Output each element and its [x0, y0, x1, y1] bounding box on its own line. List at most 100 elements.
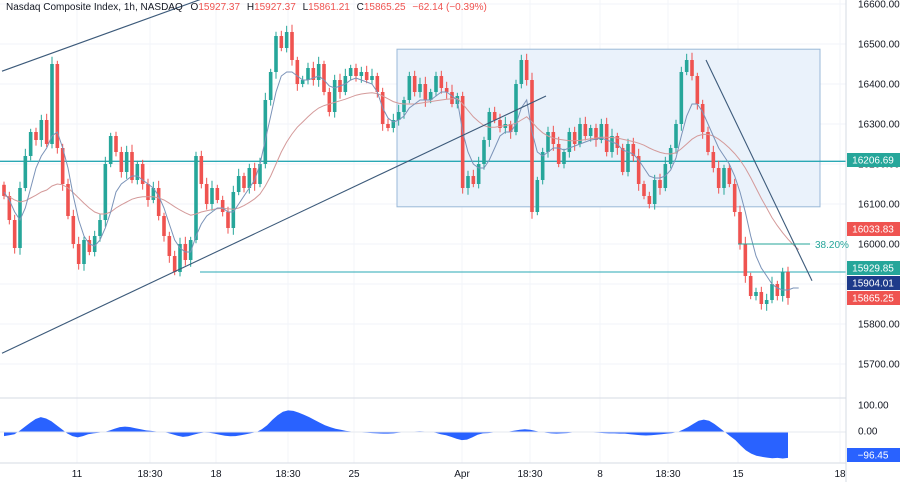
candle-body[interactable] [535, 180, 540, 212]
candle-body[interactable] [594, 128, 598, 140]
candle-body[interactable] [60, 148, 65, 184]
candle-body[interactable] [615, 136, 620, 148]
candle-body[interactable] [12, 220, 17, 248]
candle-body[interactable] [652, 180, 657, 204]
candle-body[interactable] [428, 92, 433, 100]
candle-body[interactable] [482, 140, 486, 164]
candle-body[interactable] [530, 80, 534, 212]
oscillator-pane[interactable]: 100.00 0.00 −96.45 [0, 401, 900, 463]
candle-body[interactable] [492, 112, 497, 120]
candle-body[interactable] [7, 196, 12, 220]
candle-body[interactable] [274, 36, 278, 72]
candle-body[interactable] [620, 148, 625, 172]
candle-body[interactable] [140, 164, 145, 184]
candle-body[interactable] [167, 236, 172, 256]
candle-body[interactable] [55, 64, 60, 148]
candle-body[interactable] [306, 68, 310, 80]
candle-body[interactable] [114, 136, 118, 152]
candle-body[interactable] [98, 220, 102, 236]
candle-body[interactable] [156, 188, 161, 216]
candle-body[interactable] [311, 68, 316, 80]
candle-body[interactable] [690, 60, 694, 76]
candle-body[interactable] [386, 124, 390, 128]
candle-body[interactable] [780, 272, 785, 296]
trendline[interactable] [1, 95, 547, 354]
candle-body[interactable] [578, 124, 582, 144]
candle-body[interactable] [450, 92, 454, 104]
candle-body[interactable] [135, 164, 140, 180]
candle-body[interactable] [695, 76, 700, 104]
candle-body[interactable] [268, 72, 273, 100]
candle-body[interactable] [610, 136, 614, 152]
candle-body[interactable] [524, 60, 529, 80]
candle-body[interactable] [375, 76, 380, 92]
candle-body[interactable] [642, 184, 646, 196]
candle-body[interactable] [583, 124, 588, 136]
candle-body[interactable] [332, 80, 337, 112]
candle-body[interactable] [546, 132, 550, 152]
candle-body[interactable] [748, 276, 753, 296]
candle-body[interactable] [23, 156, 28, 188]
candle-body[interactable] [370, 76, 374, 80]
candle-body[interactable] [508, 124, 513, 132]
candle-body[interactable] [247, 168, 252, 188]
candle-body[interactable] [647, 196, 652, 204]
candle-body[interactable] [423, 84, 428, 100]
candle-body[interactable] [738, 212, 742, 244]
trendline[interactable] [1, 0, 210, 72]
candle-body[interactable] [674, 124, 678, 148]
candle-body[interactable] [498, 120, 502, 128]
candle-body[interactable] [626, 144, 630, 172]
candle-body[interactable] [631, 144, 636, 156]
candle-body[interactable] [284, 32, 289, 48]
candle-body[interactable] [172, 256, 177, 272]
candle-body[interactable] [263, 100, 268, 164]
candle-body[interactable] [684, 60, 689, 72]
candle-body[interactable] [66, 184, 70, 216]
candle-body[interactable] [18, 188, 22, 248]
candle-body[interactable] [162, 216, 166, 236]
candle-body[interactable] [231, 192, 236, 228]
candle-body[interactable] [716, 168, 721, 188]
candle-body[interactable] [124, 152, 129, 172]
candle-body[interactable] [279, 36, 284, 48]
candle-body[interactable] [775, 284, 780, 296]
candle-body[interactable] [82, 240, 86, 264]
candle-body[interactable] [460, 96, 465, 188]
candle-body[interactable] [754, 292, 758, 296]
candle-body[interactable] [770, 284, 774, 300]
candle-body[interactable] [76, 244, 81, 264]
candle-body[interactable] [476, 164, 481, 184]
candle-body[interactable] [2, 184, 6, 196]
candle-body[interactable] [711, 152, 716, 168]
candle-body[interactable] [668, 148, 673, 164]
candle-body[interactable] [151, 188, 156, 200]
candle-body[interactable] [588, 128, 593, 136]
candle-body[interactable] [402, 100, 406, 112]
candle-body[interactable] [295, 60, 300, 84]
candle-body[interactable] [199, 156, 204, 184]
candle-body[interactable] [359, 72, 364, 76]
candle-body[interactable] [396, 112, 401, 120]
candle-body[interactable] [706, 132, 710, 152]
candle-body[interactable] [391, 120, 396, 128]
candle-body[interactable] [28, 132, 33, 156]
candle-body[interactable] [466, 176, 470, 188]
candle-body[interactable] [178, 244, 182, 272]
candle-body[interactable] [290, 32, 294, 60]
candle-body[interactable] [236, 176, 241, 192]
time-axis[interactable]: 11 18:30 18 18:30 25 Apr 18:30 8 18:30 15 18 [72, 469, 846, 480]
candle-body[interactable] [39, 120, 44, 140]
candle-body[interactable] [412, 76, 417, 92]
candle-body[interactable] [50, 64, 54, 144]
candle-body[interactable] [103, 164, 108, 220]
candle-body[interactable] [562, 152, 566, 164]
candle-body[interactable] [348, 68, 353, 76]
candle-body[interactable] [226, 212, 230, 228]
candle-body[interactable] [322, 64, 326, 92]
candle-body[interactable] [604, 124, 609, 152]
candle-body[interactable] [215, 188, 220, 200]
candle-body[interactable] [300, 80, 305, 84]
candle-body[interactable] [727, 168, 732, 184]
candle-body[interactable] [599, 124, 604, 140]
